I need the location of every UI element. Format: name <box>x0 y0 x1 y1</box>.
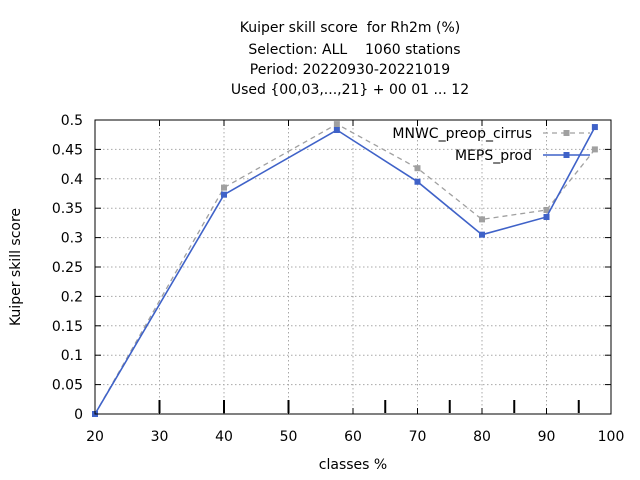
series <box>92 121 598 417</box>
y-tick-label: 0.15 <box>52 319 83 335</box>
plot-frame <box>94 119 612 415</box>
legend-label: MNWC_preop_cirrus <box>392 126 532 142</box>
y-tick-label: 0.45 <box>52 142 83 158</box>
title-line-2: Selection: ALL 1060 stations <box>239 42 461 58</box>
y-tick-label: 0.05 <box>52 378 83 394</box>
data-point <box>333 121 340 128</box>
data-point <box>414 178 421 185</box>
legend-marker <box>563 152 570 158</box>
y-tick-label: 0.4 <box>61 172 83 188</box>
x-tick-label: 100 <box>598 429 625 445</box>
title-line-1: Kuiper skill score for Rh2m (%) <box>239 20 461 36</box>
y-tick-label: 0.35 <box>52 201 83 217</box>
x-tick-label: 50 <box>280 429 298 445</box>
x-tick-label: 60 <box>344 429 362 445</box>
x-tick-label: 20 <box>86 429 104 445</box>
x-tick-label: 40 <box>215 429 233 445</box>
data-point <box>591 124 598 131</box>
y-tick-label: 0.5 <box>61 113 83 129</box>
x-axis-label: classes % <box>319 457 387 473</box>
x-tick-label: 70 <box>409 429 427 445</box>
data-point <box>479 231 485 238</box>
legend-label: MEPS_prod <box>455 148 532 164</box>
grid <box>95 120 611 414</box>
data-point <box>543 214 550 221</box>
legend-marker <box>563 130 570 136</box>
title-line-4: Used {00,03,...,21} + 00 01 ... 12 <box>230 82 470 98</box>
data-point <box>479 216 485 223</box>
y-tick-label: 0.3 <box>61 231 83 247</box>
data-point <box>221 184 227 191</box>
legend: MNWC_preop_cirrus MEPS_prod <box>392 126 590 164</box>
title-line-3: Period: 20220930-20221019 <box>249 62 451 78</box>
data-point <box>543 206 550 213</box>
series-line <box>94 123 596 415</box>
axis-ticks: 20 30 40 50 60 70 80 90 100 0 0.05 0.1 0.15 0.2 0.25 0.… <box>52 113 625 445</box>
y-axis-label: Kuiper skill score <box>8 208 24 326</box>
y-tick-label: 0.25 <box>52 260 83 276</box>
y-tick-label: 0 <box>74 407 83 423</box>
y-tick-label: 0.1 <box>61 348 83 364</box>
x-tick-label: 30 <box>151 429 169 445</box>
y-tick-label: 0.2 <box>61 289 83 305</box>
x-tick-label: 80 <box>473 429 491 445</box>
data-point <box>333 126 340 133</box>
x-tick-label: 90 <box>538 429 556 445</box>
data-point <box>591 146 598 153</box>
data-point <box>221 191 227 198</box>
series-line <box>94 126 596 415</box>
data-point <box>414 165 421 172</box>
